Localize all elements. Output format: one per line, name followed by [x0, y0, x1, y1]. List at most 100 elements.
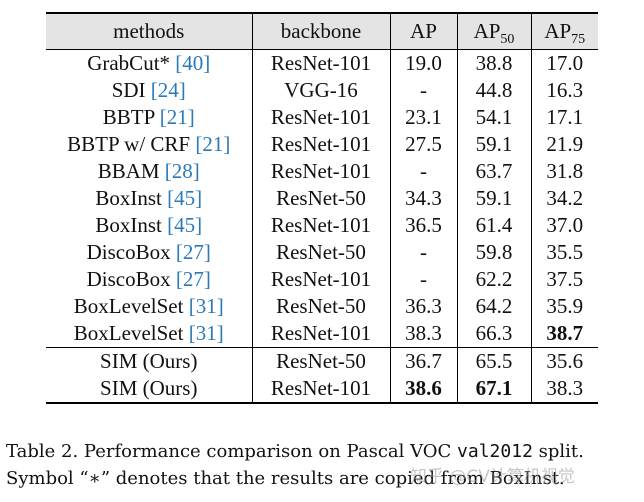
cell-ap50-value: 62.2 — [475, 267, 513, 291]
cell-backbone: ResNet-50 — [252, 239, 391, 266]
header-ap50: AP50 — [457, 12, 532, 50]
cell-ap75: 31.8 — [531, 158, 598, 185]
cell-method: GrabCut* [40] — [46, 49, 253, 77]
cell-ap75: 34.2 — [531, 185, 598, 212]
table-row: GrabCut* [40] ResNet-101 19.0 38.8 17.0 — [46, 49, 598, 77]
table-caption: Table 2. Performance comparison on Pasca… — [6, 438, 638, 492]
table-row: BBTP w/ CRF [21] ResNet-101 27.5 59.1 21.9 — [46, 131, 598, 158]
cell-backbone-value: ResNet-101 — [270, 321, 372, 345]
citation-link[interactable]: [24] — [150, 78, 186, 102]
cell-ap: 36.5 — [390, 212, 458, 239]
cell-backbone: ResNet-101 — [252, 131, 391, 158]
method-name: DiscoBox — [86, 240, 176, 264]
cell-backbone: ResNet-101 — [252, 375, 391, 404]
method-name: BoxInst — [95, 186, 168, 210]
cell-backbone-value: ResNet-101 — [270, 51, 372, 75]
citation-link[interactable]: [45] — [167, 186, 203, 210]
cell-ap75-value: 35.6 — [546, 349, 584, 373]
header-ap50-sub: 50 — [500, 32, 515, 48]
cell-ap75: 35.6 — [531, 347, 598, 375]
header-ap50-base: AP — [473, 19, 501, 43]
cell-ap75: 17.1 — [531, 104, 598, 131]
table-row: SDI [24] VGG-16 - 44.8 16.3 — [46, 77, 598, 104]
cell-backbone: ResNet-50 — [252, 293, 391, 320]
cell-ap75: 21.9 — [531, 131, 598, 158]
method-name: BBTP — [102, 105, 160, 129]
cell-ap50: 65.5 — [457, 347, 532, 375]
cell-backbone-value: ResNet-50 — [276, 240, 366, 264]
citation-link[interactable]: [21] — [159, 105, 195, 129]
cell-ap75: 35.9 — [531, 293, 598, 320]
cell-ap50: 59.8 — [457, 239, 532, 266]
caption-code: val2012 — [457, 441, 533, 462]
cell-ap50-value: 54.1 — [475, 105, 513, 129]
cell-ap-value: 19.0 — [405, 51, 442, 75]
cell-ap75-value: 37.0 — [546, 213, 584, 237]
cell-ap75-value: 38.7 — [546, 321, 584, 345]
citation-link[interactable]: [21] — [195, 132, 231, 156]
cell-ap75-value: 34.2 — [546, 186, 584, 210]
cell-backbone-value: ResNet-101 — [270, 105, 372, 129]
cell-ap50-value: 44.8 — [475, 78, 513, 102]
cell-ap-value: 36.5 — [405, 213, 442, 237]
cell-ap: 36.7 — [390, 347, 458, 375]
cell-backbone: ResNet-101 — [252, 49, 391, 77]
header-methods: methods — [46, 12, 253, 50]
table-row: SIM (Ours) ResNet-50 36.7 65.5 35.6 — [46, 347, 598, 375]
cell-method: DiscoBox [27] — [46, 266, 253, 293]
cell-ap75: 16.3 — [531, 77, 598, 104]
cell-ap75-value: 37.5 — [546, 267, 584, 291]
cell-method: BBTP w/ CRF [21] — [46, 131, 253, 158]
cell-ap: - — [390, 266, 458, 293]
cell-ap75-value: 35.5 — [546, 240, 584, 264]
cell-ap-value: 36.3 — [405, 294, 442, 318]
header-backbone: backbone — [252, 12, 391, 50]
method-name: DiscoBox — [86, 267, 176, 291]
caption-line-2: Symbol “∗” denotes that the results are … — [6, 468, 565, 489]
cell-method: SDI [24] — [46, 77, 253, 104]
citation-link[interactable]: [28] — [164, 159, 200, 183]
cell-ap50: 64.2 — [457, 293, 532, 320]
citation-link[interactable]: [27] — [175, 267, 211, 291]
cell-ap-value: 34.3 — [405, 186, 442, 210]
cell-ap50: 62.2 — [457, 266, 532, 293]
cell-ap: 38.3 — [390, 320, 458, 348]
citation-link[interactable]: [45] — [167, 213, 203, 237]
cell-ap75: 38.3 — [531, 375, 598, 404]
cell-ap50-value: 67.1 — [475, 376, 513, 400]
citation-link[interactable]: [31] — [188, 321, 224, 345]
cell-ap50: 59.1 — [457, 131, 532, 158]
table-row: DiscoBox [27] ResNet-101 - 62.2 37.5 — [46, 266, 598, 293]
method-name: SDI — [111, 78, 151, 102]
cell-ap-value: - — [420, 267, 427, 291]
results-table-container: methods backbone AP AP50 AP75 GrabCut* [… — [46, 12, 598, 404]
cell-backbone-value: ResNet-101 — [270, 267, 372, 291]
method-name: GrabCut* — [87, 51, 176, 75]
cell-backbone-value: ResNet-50 — [276, 186, 366, 210]
method-name: BBTP w/ CRF — [67, 132, 196, 156]
cell-backbone-value: ResNet-50 — [276, 349, 366, 373]
cell-ap75: 35.5 — [531, 239, 598, 266]
cell-ap: 34.3 — [390, 185, 458, 212]
cell-ap50: 63.7 — [457, 158, 532, 185]
citation-link[interactable]: [27] — [175, 240, 211, 264]
cell-ap50-value: 66.3 — [475, 321, 513, 345]
cell-ap-value: 38.3 — [405, 321, 442, 345]
table-row: BoxLevelSet [31] ResNet-101 38.3 66.3 38.7 — [46, 320, 598, 348]
cell-method: BoxLevelSet [31] — [46, 293, 253, 320]
cell-ap50-value: 63.7 — [475, 159, 513, 183]
cell-ap-value: 23.1 — [405, 105, 442, 129]
cell-ap75-value: 17.0 — [546, 51, 584, 75]
cell-ap: 19.0 — [390, 49, 458, 77]
cell-ap50-value: 38.8 — [475, 51, 513, 75]
cell-method: BBTP [21] — [46, 104, 253, 131]
cell-backbone-value: ResNet-101 — [270, 132, 372, 156]
cell-ap50-value: 59.8 — [475, 240, 513, 264]
citation-link[interactable]: [40] — [175, 51, 211, 75]
header-ap: AP — [390, 12, 458, 50]
cell-backbone: ResNet-101 — [252, 158, 391, 185]
cell-method: BoxLevelSet [31] — [46, 320, 253, 348]
cell-ap: 38.6 — [390, 375, 458, 404]
citation-link[interactable]: [31] — [188, 294, 224, 318]
cell-ap75-value: 35.9 — [546, 294, 584, 318]
